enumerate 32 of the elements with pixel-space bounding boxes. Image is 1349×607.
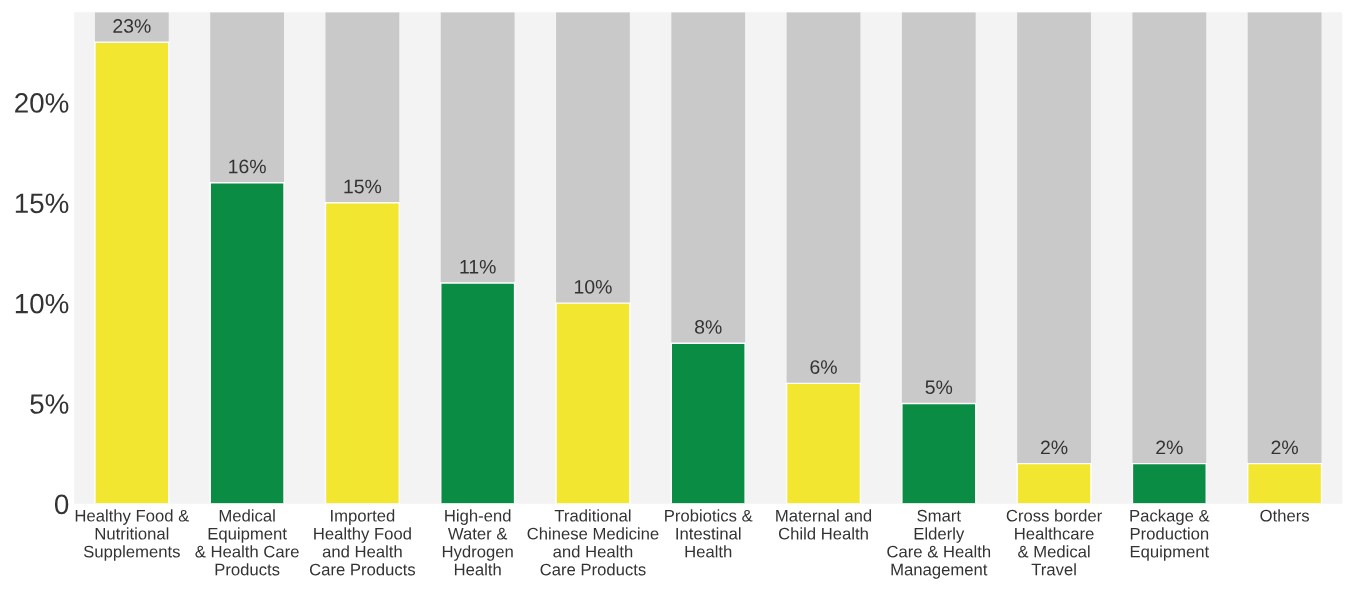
bar	[1131, 462, 1207, 504]
x-tick-label: Smart Elderly Care & Health Management	[887, 509, 991, 579]
data-label: 2%	[1040, 440, 1068, 455]
x-tick-label: Maternal and Child Health	[776, 509, 872, 540]
data-label: 2%	[1156, 440, 1183, 455]
bar	[901, 402, 977, 504]
bar	[785, 382, 862, 504]
data-label: 2%	[1271, 440, 1298, 455]
x-tick-label: Package & Production Equipment	[1130, 509, 1210, 561]
data-label: 16%	[229, 159, 266, 174]
x-tick-label: Cross border Healthcare & Medical Travel	[1006, 509, 1102, 576]
data-label: 6%	[810, 360, 837, 374]
data-label: 15%	[344, 179, 382, 194]
x-tick-label: Traditional Chinese Medicine and Health Care Products	[527, 509, 659, 576]
y-tick-label: 5%	[30, 394, 69, 414]
x-tick-label: Probiotics & Intestinal Health	[665, 509, 753, 558]
data-label: 5%	[925, 380, 953, 395]
data-label: 10%	[574, 279, 612, 294]
bar	[1247, 462, 1323, 504]
y-tick-label: 15%	[15, 193, 69, 214]
data-label: 8%	[695, 320, 722, 334]
data-label: 11%	[460, 259, 496, 274]
y-tick-label: 20%	[15, 93, 69, 113]
y-tick-label: 0	[54, 494, 69, 515]
x-tick-label: Others	[1260, 509, 1310, 522]
y-tick-label: 10%	[15, 293, 69, 314]
data-label: 23%	[113, 19, 151, 33]
bar	[1016, 462, 1092, 504]
x-tick-label: Healthy Food & Nutritional Supplements	[75, 509, 190, 561]
x-tick-label: High-end Water & Hydrogen Health	[442, 509, 513, 576]
x-tick-label: Imported Healthy Food and Health Care Products	[309, 509, 416, 576]
x-tick-label: Medical Equipment & Health Care Products	[195, 509, 299, 576]
